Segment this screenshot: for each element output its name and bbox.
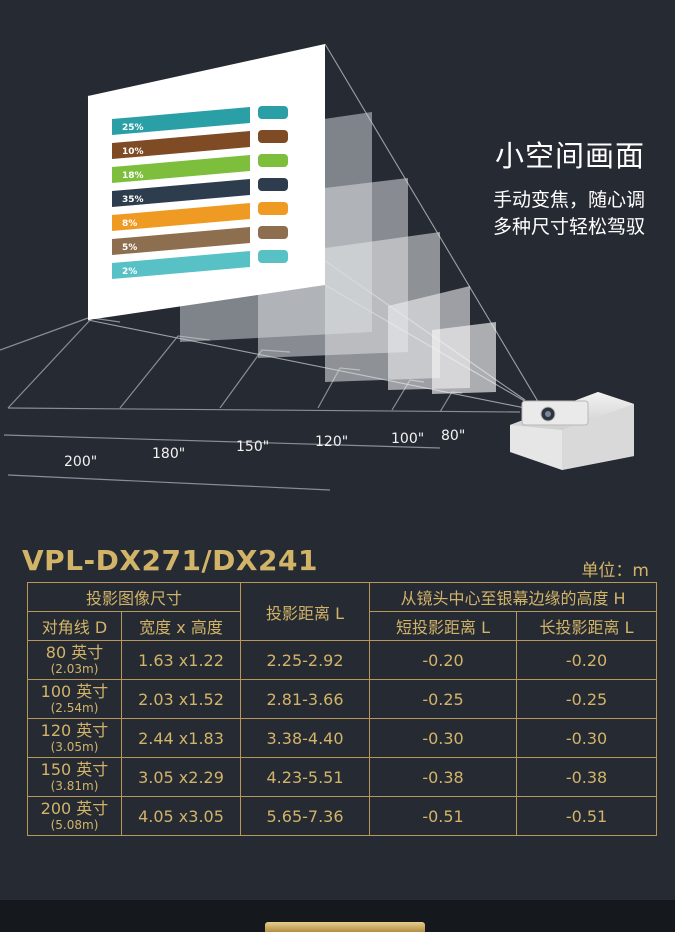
diagonal-inch: 80 英寸 (45, 643, 104, 662)
long-height-cell: -0.30 (516, 718, 658, 758)
diagonal-meter: (3.05m) (50, 740, 99, 754)
screen-bar-label: 8% (122, 219, 137, 229)
header-short-distance: 短投影距离 L (369, 611, 518, 641)
screen-bar (112, 179, 250, 207)
screen-bar (112, 131, 250, 159)
throw-distance-cell: 5.65-7.36 (240, 796, 371, 836)
diagonal-inch: 100 英寸 (40, 682, 109, 701)
diagonal-inch: 120 英寸 (40, 721, 109, 740)
hatchback-icon (258, 154, 288, 167)
table-row: 200 英寸 (5.08m) 4.05 x3.05 5.65-7.36 -0.51… (27, 796, 658, 836)
long-height-cell: -0.20 (516, 640, 658, 680)
table-row: 150 英寸 (3.81m) 3.05 x2.29 4.23-5.51 -0.38… (27, 757, 658, 797)
short-height-cell: -0.51 (369, 796, 518, 836)
screen-200 (88, 44, 325, 320)
spec-table: 投影图像尺寸 投影距离 L 从镜头中心至银幕边缘的高度 H 对角线 D 宽度 x… (26, 582, 658, 836)
diagonal-meter: (2.03m) (50, 662, 99, 676)
screen-bar-label: 2% (122, 267, 137, 277)
diagonal-meter: (3.81m) (50, 779, 99, 793)
distance-label-80: 80" (441, 428, 465, 444)
header-throw-distance: 投影距离 L (240, 582, 371, 641)
scooter-icon (258, 106, 288, 119)
screen-bar-label: 18% (122, 171, 144, 181)
diagonal-cell: 120 英寸 (3.05m) (27, 718, 122, 758)
width-height-cell: 4.05 x3.05 (120, 796, 242, 836)
distance-label-120: 120" (315, 434, 348, 450)
short-height-cell: -0.38 (369, 757, 518, 797)
table-row: 80 英寸 (2.03m) 1.63 x1.22 2.25-2.92 -0.20 … (27, 640, 658, 680)
screen-bar (112, 203, 250, 231)
diagonal-inch: 150 英寸 (40, 760, 109, 779)
hero-subtitle-line2: 多种尺寸轻松驾驭 (492, 216, 645, 238)
header-diagonal: 对角线 D (27, 611, 122, 641)
diagonal-cell: 150 英寸 (3.81m) (27, 757, 122, 797)
diagonal-meter: (2.54m) (50, 701, 99, 715)
throw-distance-cell: 4.23-5.51 (240, 757, 371, 797)
train-icon (258, 226, 288, 239)
model-name: VPL-DX271/DX241 (22, 544, 318, 577)
short-height-cell: -0.25 (369, 679, 518, 719)
table-row: 100 英寸 (2.54m) 2.03 x1.52 2.81-3.66 -0.25… (27, 679, 658, 719)
screen-80 (432, 322, 496, 394)
table-row: 120 英寸 (3.05m) 2.44 x1.83 3.38-4.40 -0.30… (27, 718, 658, 758)
sedan-icon (258, 130, 288, 143)
distance-label-150: 150" (236, 439, 269, 455)
distance-label-180: 180" (152, 446, 185, 462)
header-long-distance: 长投影距离 L (516, 611, 658, 641)
header-height-group: 从镜头中心至银幕边缘的高度 H (369, 582, 658, 612)
header-image-size: 投影图像尺寸 (26, 582, 242, 612)
short-height-cell: -0.30 (369, 718, 518, 758)
diagonal-meter: (5.08m) (50, 818, 99, 832)
hero-subtitle-line1: 手动变焦，随心调 (492, 189, 645, 211)
next-section-title-glyph (265, 922, 425, 932)
short-height-cell: -0.20 (369, 640, 518, 680)
width-height-cell: 2.03 x1.52 (120, 679, 242, 719)
projection-illustration: 25% 10% 18% 35% 8% 5% 2% 200" 180" 150" 120" 1… (0, 43, 634, 491)
screen-bar-label: 5% (122, 243, 137, 253)
distance-label-100: 100" (391, 431, 424, 447)
truck-icon (258, 202, 288, 215)
floor-lines (0, 317, 521, 491)
screen-bar-chart: 25% 10% 18% 35% 8% 5% 2% (112, 106, 288, 279)
width-height-cell: 1.63 x1.22 (120, 640, 242, 680)
ship-icon (258, 250, 288, 263)
diagonal-inch: 200 英寸 (40, 799, 109, 818)
long-height-cell: -0.38 (516, 757, 658, 797)
diagonal-cell: 200 英寸 (5.08m) (27, 796, 122, 836)
screen-bar (112, 155, 250, 183)
long-height-cell: -0.51 (516, 796, 658, 836)
screen-bar-label: 25% (122, 123, 144, 133)
throw-distance-cell: 2.81-3.66 (240, 679, 371, 719)
screen-bar (112, 107, 250, 135)
header-width-height: 宽度 x 高度 (120, 611, 242, 641)
long-height-cell: -0.25 (516, 679, 658, 719)
projector (510, 392, 634, 470)
unit-label: 单位：m (581, 561, 649, 581)
bus-icon (258, 178, 288, 191)
screen-bar (112, 227, 250, 255)
throw-distance-cell: 2.25-2.92 (240, 640, 371, 680)
screen-bar-label: 35% (122, 195, 144, 205)
throw-distance-cell: 3.38-4.40 (240, 718, 371, 758)
hero-title: 小空间画面 (494, 139, 645, 173)
screen-bar (112, 251, 250, 279)
diagonal-cell: 80 英寸 (2.03m) (27, 640, 122, 680)
width-height-cell: 2.44 x1.83 (120, 718, 242, 758)
diagonal-cell: 100 英寸 (2.54m) (27, 679, 122, 719)
distance-label-200: 200" (64, 454, 97, 470)
width-height-cell: 3.05 x2.29 (120, 757, 242, 797)
screen-bar-label: 10% (122, 147, 144, 157)
distance-labels: 200" 180" 150" 120" 100" 80" (64, 428, 465, 470)
